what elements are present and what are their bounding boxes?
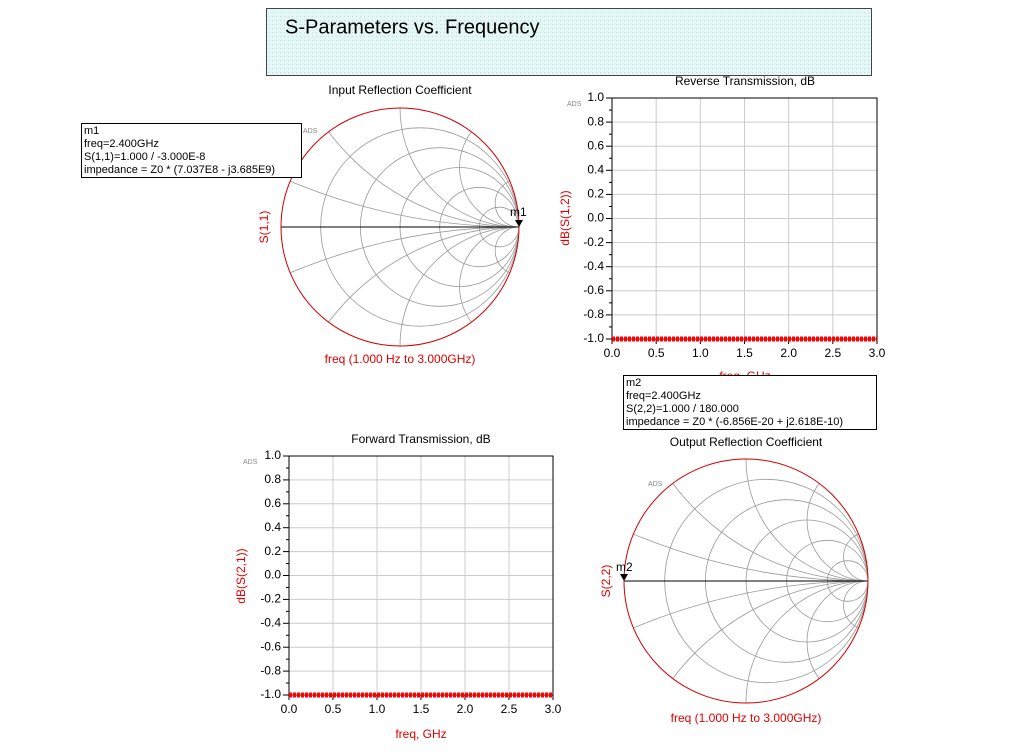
- y-tick-label: -0.8: [260, 663, 281, 677]
- y-tick-label: 0.4: [264, 520, 281, 534]
- y-tick-label: 1.0: [264, 448, 281, 462]
- watermark: ADS: [648, 481, 663, 488]
- y-tick-label: -0.8: [583, 307, 604, 321]
- y-tick-label: -1.0: [583, 331, 604, 345]
- x-tick-label: 1.5: [736, 346, 753, 360]
- y-tick-label: -0.6: [260, 639, 281, 653]
- y-tick-label: 0.0: [264, 568, 281, 582]
- marker-box-line: freq=2.400GHz: [626, 390, 701, 402]
- y-tick-label: 0.0: [587, 211, 604, 225]
- y-tick-label: -0.2: [260, 592, 281, 606]
- page-title: S-Parameters vs. Frequency: [285, 16, 540, 38]
- marker: [515, 220, 523, 227]
- title-box: [266, 8, 872, 76]
- x-tick-label: 2.5: [824, 346, 841, 360]
- marker-box-line: freq=2.400GHz: [84, 138, 159, 150]
- reactance-arc: [624, 580, 868, 703]
- marker-box-line: impedance = Z0 * (7.037E8 - j3.685E9): [84, 164, 275, 176]
- marker-box-line: S(2,2)=1.000 / 180.000: [626, 403, 739, 415]
- y-tick-label: 0.6: [264, 496, 281, 510]
- y-axis-label: dB(S(1,2)): [558, 190, 572, 245]
- marker-box-line: impedance = Z0 * (-6.856E-20 + j2.618E-1…: [626, 416, 843, 428]
- y-tick-label: -0.4: [260, 615, 281, 629]
- x-axis-label: freq (1.000 Hz to 3.000GHz): [671, 711, 822, 725]
- x-tick-label: 0.0: [604, 346, 621, 360]
- marker-box: [623, 375, 877, 430]
- watermark: ADS: [303, 128, 318, 135]
- reactance-arc: [281, 226, 519, 346]
- reactance-arc: [281, 226, 519, 346]
- y-tick-label: 1.0: [587, 90, 604, 104]
- y-tick-label: -0.6: [583, 283, 604, 297]
- y-tick-label: -0.4: [583, 259, 604, 273]
- y-tick-label: 0.8: [587, 114, 604, 128]
- y-axis-label: S(2,2): [599, 565, 613, 598]
- y-tick-label: 0.4: [587, 162, 604, 176]
- y-axis-label: dB(S(2,1)): [234, 548, 248, 603]
- x-tick-label: 3.0: [869, 346, 886, 360]
- y-tick-label: -1.0: [260, 687, 281, 701]
- watermark: ADS: [567, 101, 582, 108]
- y-axis-label: S(1,1): [257, 211, 271, 244]
- reactance-arc: [494, 226, 519, 275]
- watermark: ADS: [243, 459, 258, 466]
- x-axis-label: freq (1.000 Hz to 3.000GHz): [325, 352, 476, 366]
- x-tick-label: 2.0: [457, 702, 474, 716]
- reactance-arc: [806, 580, 868, 703]
- marker-box: [81, 123, 302, 178]
- x-tick-label: 0.5: [325, 702, 342, 716]
- reactance-arc: [459, 226, 519, 346]
- reactance-arc: [745, 459, 868, 582]
- y-tick-label: -0.2: [583, 235, 604, 249]
- reactance-arc: [806, 459, 868, 582]
- chart-title: Forward Transmission, dB: [351, 432, 490, 446]
- reactance-arc: [745, 580, 868, 703]
- x-axis-label: freq, GHz: [395, 727, 446, 741]
- marker-label: m1: [510, 205, 527, 219]
- x-tick-label: 0.5: [648, 346, 665, 360]
- x-tick-label: 2.0: [780, 346, 797, 360]
- marker-box-name: m1: [84, 125, 99, 137]
- x-tick-label: 1.0: [369, 702, 386, 716]
- y-tick-label: 0.8: [264, 472, 281, 486]
- reactance-arc: [494, 178, 519, 228]
- x-tick-label: 3.0: [545, 702, 562, 716]
- x-tick-label: 2.5: [501, 702, 518, 716]
- x-tick-label: 1.0: [692, 346, 709, 360]
- reactance-arc: [459, 108, 519, 228]
- chart-title: Output Reflection Coefficient: [670, 435, 823, 449]
- marker: [620, 574, 628, 581]
- y-tick-label: 0.6: [587, 138, 604, 152]
- y-tick-label: 0.2: [264, 544, 281, 558]
- chart-title: Input Reflection Coefficient: [328, 83, 472, 97]
- marker-box-name: m2: [626, 377, 641, 389]
- y-tick-label: 0.2: [587, 187, 604, 201]
- marker-label: m2: [616, 560, 633, 574]
- x-tick-label: 1.5: [413, 702, 430, 716]
- x-tick-label: 0.0: [281, 702, 298, 716]
- marker-box-line: S(1,1)=1.000 / -3.000E-8: [84, 151, 205, 163]
- chart-title: Reverse Transmission, dB: [675, 74, 815, 88]
